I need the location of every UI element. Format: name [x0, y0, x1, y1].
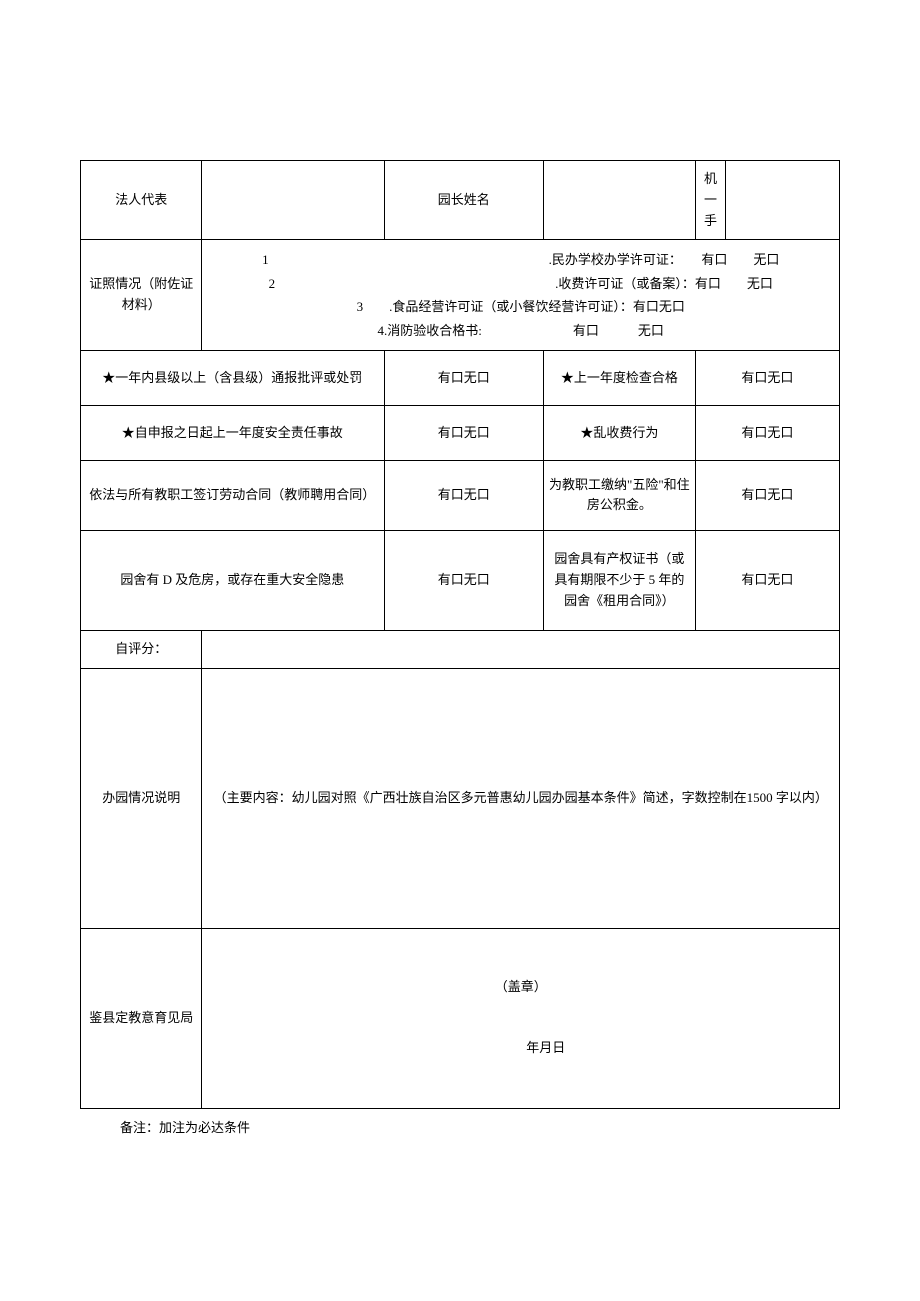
label-license: 证照情况（附佐证材料）	[81, 240, 202, 351]
value-insurance[interactable]: 有口无口	[695, 460, 839, 530]
label-self-score: 自评分：	[81, 630, 202, 668]
row-contract: 依法与所有教职工签订劳动合同（教师聘用合同） 有口无口 为教职工缴纳"五险"和住…	[81, 460, 840, 530]
label-opinion: 鉴县定教意育见局	[81, 928, 202, 1108]
row-legal-rep: 法人代表 园长姓名 机 一 手	[81, 161, 840, 240]
label-property: 园舍具有产权证书（或具有期限不少于 5 年的园舍《租用合同》）	[543, 530, 695, 630]
label-pass: ★上一年度检查合格	[543, 350, 695, 405]
label-legal-rep: 法人代表	[81, 161, 202, 240]
row-criticism: ★一年内县级以上（含县级）通报批评或处罚 有口无口 ★上一年度检查合格 有口无口	[81, 350, 840, 405]
value-legal-rep[interactable]	[202, 161, 384, 240]
label-insurance: 为教职工缴纳"五险"和住房公积金。	[543, 460, 695, 530]
label-criticism: ★一年内县级以上（含县级）通报批评或处罚	[81, 350, 385, 405]
value-danger[interactable]: 有口无口	[384, 530, 543, 630]
label-phone: 机 一 手	[695, 161, 725, 240]
label-contract: 依法与所有教职工签订劳动合同（教师聘用合同）	[81, 460, 385, 530]
value-criticism[interactable]: 有口无口	[384, 350, 543, 405]
label-overcharge: ★乱收费行为	[543, 405, 695, 460]
label-director: 园长姓名	[384, 161, 543, 240]
label-danger: 园舍有 D 及危房，或存在重大安全隐患	[81, 530, 385, 630]
date-placeholder: 年月日	[206, 1038, 835, 1059]
row-license: 证照情况（附佐证材料） 1.民办学校办学许可证： 有口 无口 2.收费许可证（或…	[81, 240, 840, 351]
value-license[interactable]: 1.民办学校办学许可证： 有口 无口 2.收费许可证（或备案）：有口 无口 3 …	[202, 240, 840, 351]
value-pass[interactable]: 有口无口	[695, 350, 839, 405]
footer-note: 备注：加注为必达条件	[80, 1117, 840, 1136]
value-self-score[interactable]	[202, 630, 840, 668]
value-property[interactable]: 有口无口	[695, 530, 839, 630]
row-self-score: 自评分：	[81, 630, 840, 668]
application-form-table: 法人代表 园长姓名 机 一 手 证照情况（附佐证材料） 1.民办学校办学许可证：…	[80, 160, 840, 1109]
label-description: 办园情况说明	[81, 668, 202, 928]
label-accident: ★自申报之日起上一年度安全责任事故	[81, 405, 385, 460]
seal-placeholder: （盖章）	[206, 977, 835, 998]
value-opinion[interactable]: （盖章） 年月日	[202, 928, 840, 1108]
value-overcharge[interactable]: 有口无口	[695, 405, 839, 460]
value-director[interactable]	[543, 161, 695, 240]
value-contract[interactable]: 有口无口	[384, 460, 543, 530]
value-phone[interactable]	[726, 161, 840, 240]
row-description: 办园情况说明 （主要内容：幼儿园对照《广西壮族自治区多元普惠幼儿园办园基本条件》…	[81, 668, 840, 928]
value-accident[interactable]: 有口无口	[384, 405, 543, 460]
row-accident: ★自申报之日起上一年度安全责任事故 有口无口 ★乱收费行为 有口无口	[81, 405, 840, 460]
value-description[interactable]: （主要内容：幼儿园对照《广西壮族自治区多元普惠幼儿园办园基本条件》简述，字数控制…	[202, 668, 840, 928]
row-building: 园舍有 D 及危房，或存在重大安全隐患 有口无口 园舍具有产权证书（或具有期限不…	[81, 530, 840, 630]
row-opinion: 鉴县定教意育见局 （盖章） 年月日	[81, 928, 840, 1108]
